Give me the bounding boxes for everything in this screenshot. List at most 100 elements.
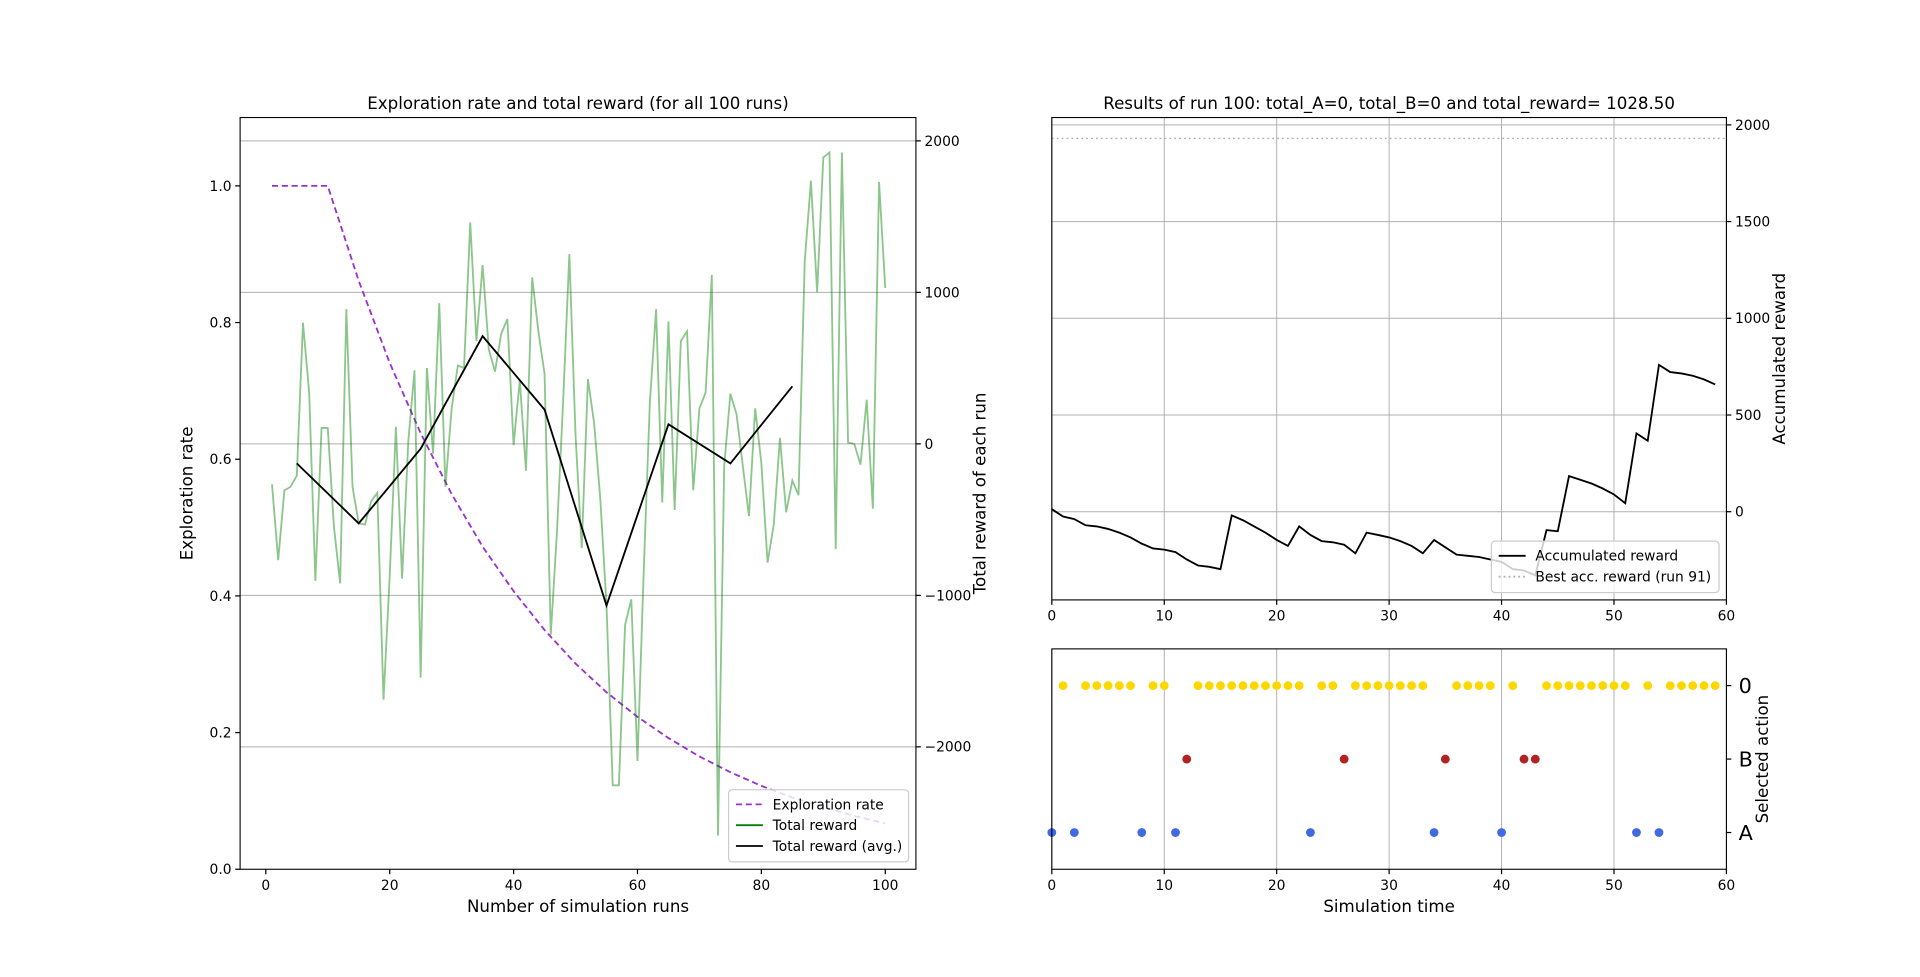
action-point [1710, 681, 1720, 691]
action-point [1677, 681, 1686, 691]
action-point [1497, 828, 1506, 837]
y-tick-label: 0 [1739, 674, 1752, 698]
y-tick-label: 500 [1735, 408, 1761, 424]
action-point [1508, 681, 1518, 691]
chart-title: Exploration rate and total reward (for a… [367, 94, 788, 113]
x-tick-label: 40 [1493, 609, 1511, 625]
action-point [1306, 828, 1315, 837]
action-point [1463, 681, 1473, 691]
action-point [1688, 681, 1698, 691]
action-point [1204, 681, 1214, 691]
action-point [1081, 681, 1090, 691]
action-point [1148, 681, 1158, 691]
y2-tick-label: 2000 [924, 134, 959, 150]
legend-box [727, 789, 910, 863]
x-tick-label: 20 [1268, 878, 1286, 894]
action-point [1575, 681, 1585, 691]
action-point [1317, 681, 1327, 691]
x-tick-label: 20 [381, 878, 399, 894]
action-point [1069, 828, 1079, 837]
action-point [1418, 681, 1428, 691]
x-tick-label: 0 [1047, 878, 1056, 894]
y-tick-label: 0.8 [210, 315, 232, 331]
action-point [1193, 681, 1203, 691]
chart-title: Results of run 100: total_A=0, total_B=0… [1103, 94, 1675, 114]
action-point [1126, 681, 1135, 691]
series-line [1051, 363, 1716, 577]
action-point [1654, 828, 1664, 837]
series-line [272, 184, 886, 825]
y-axis-label: Accumulated reward [1770, 273, 1789, 445]
action-point [1620, 681, 1630, 691]
series-line [296, 334, 794, 609]
action-point [1294, 681, 1304, 691]
action-point [1429, 828, 1439, 837]
x-tick-label: 60 [1718, 878, 1736, 894]
x-tick-label: 40 [1493, 878, 1511, 894]
axes-frame [1051, 116, 1727, 601]
x-tick-label: 80 [753, 878, 771, 894]
y-tick-label: 1000 [1735, 311, 1770, 327]
action-point [1643, 681, 1653, 691]
legend-label: Accumulated reward [1535, 549, 1678, 565]
x-tick-label: 100 [872, 878, 898, 894]
x-tick-label: 60 [1718, 609, 1736, 625]
legend-label: Best acc. reward (run 91) [1535, 570, 1711, 586]
x-axis-label: Simulation time [1323, 897, 1455, 916]
action-point [1632, 828, 1641, 837]
axes-frame [239, 116, 917, 870]
legend-label: Exploration rate [773, 797, 884, 813]
action-point [1227, 681, 1237, 691]
action-point [1272, 681, 1282, 691]
action-point [1058, 681, 1068, 691]
y-tick-label: 1.0 [210, 179, 232, 195]
y2-tick-label: 1000 [924, 285, 959, 301]
action-point [1452, 681, 1461, 691]
x-tick-label: 30 [1380, 609, 1398, 625]
action-point [1171, 828, 1180, 837]
action-point [1283, 681, 1293, 691]
x-tick-label: 10 [1155, 878, 1173, 894]
y-tick-label: 2000 [1735, 118, 1770, 134]
x-tick-label: 0 [1047, 609, 1056, 625]
x-tick-label: 0 [261, 878, 270, 894]
action-point [1665, 681, 1675, 691]
x-tick-label: 30 [1380, 878, 1398, 894]
action-point [1530, 754, 1540, 764]
series-line [271, 150, 887, 836]
action-point [1564, 681, 1574, 691]
x-tick-label: 50 [1605, 609, 1623, 625]
y-tick-label: 0.4 [210, 589, 232, 605]
x-axis-label: Number of simulation runs [467, 897, 689, 916]
action-point [1542, 681, 1551, 691]
action-point [1328, 681, 1338, 691]
action-point [1339, 754, 1349, 764]
legend-label: Total reward [772, 818, 858, 834]
x-tick-label: 60 [629, 878, 647, 894]
x-tick-label: 20 [1268, 609, 1286, 625]
action-point [1474, 681, 1484, 691]
action-point [1395, 681, 1405, 691]
action-point [1350, 681, 1360, 691]
y-tick-label: 1500 [1735, 214, 1770, 230]
y-tick-label: 0 [1735, 505, 1744, 521]
y-tick-label: 0.6 [210, 452, 232, 468]
action-point [1249, 681, 1259, 691]
action-point [1407, 681, 1417, 691]
legend-label: Total reward (avg.) [772, 839, 903, 855]
y2-tick-label: 0 [924, 437, 933, 453]
action-point [1238, 681, 1248, 691]
action-point [1598, 681, 1608, 691]
action-point [1373, 681, 1383, 691]
action-point [1137, 828, 1147, 837]
action-point [1699, 681, 1709, 691]
y2-tick-label: −1000 [924, 588, 971, 604]
action-point [1362, 681, 1372, 691]
y-tick-label: 0.2 [210, 725, 232, 741]
action-point [1553, 681, 1563, 691]
action-point [1587, 681, 1596, 691]
y-tick-label: B [1739, 747, 1753, 771]
action-point [1159, 681, 1169, 691]
action-point [1114, 681, 1124, 691]
